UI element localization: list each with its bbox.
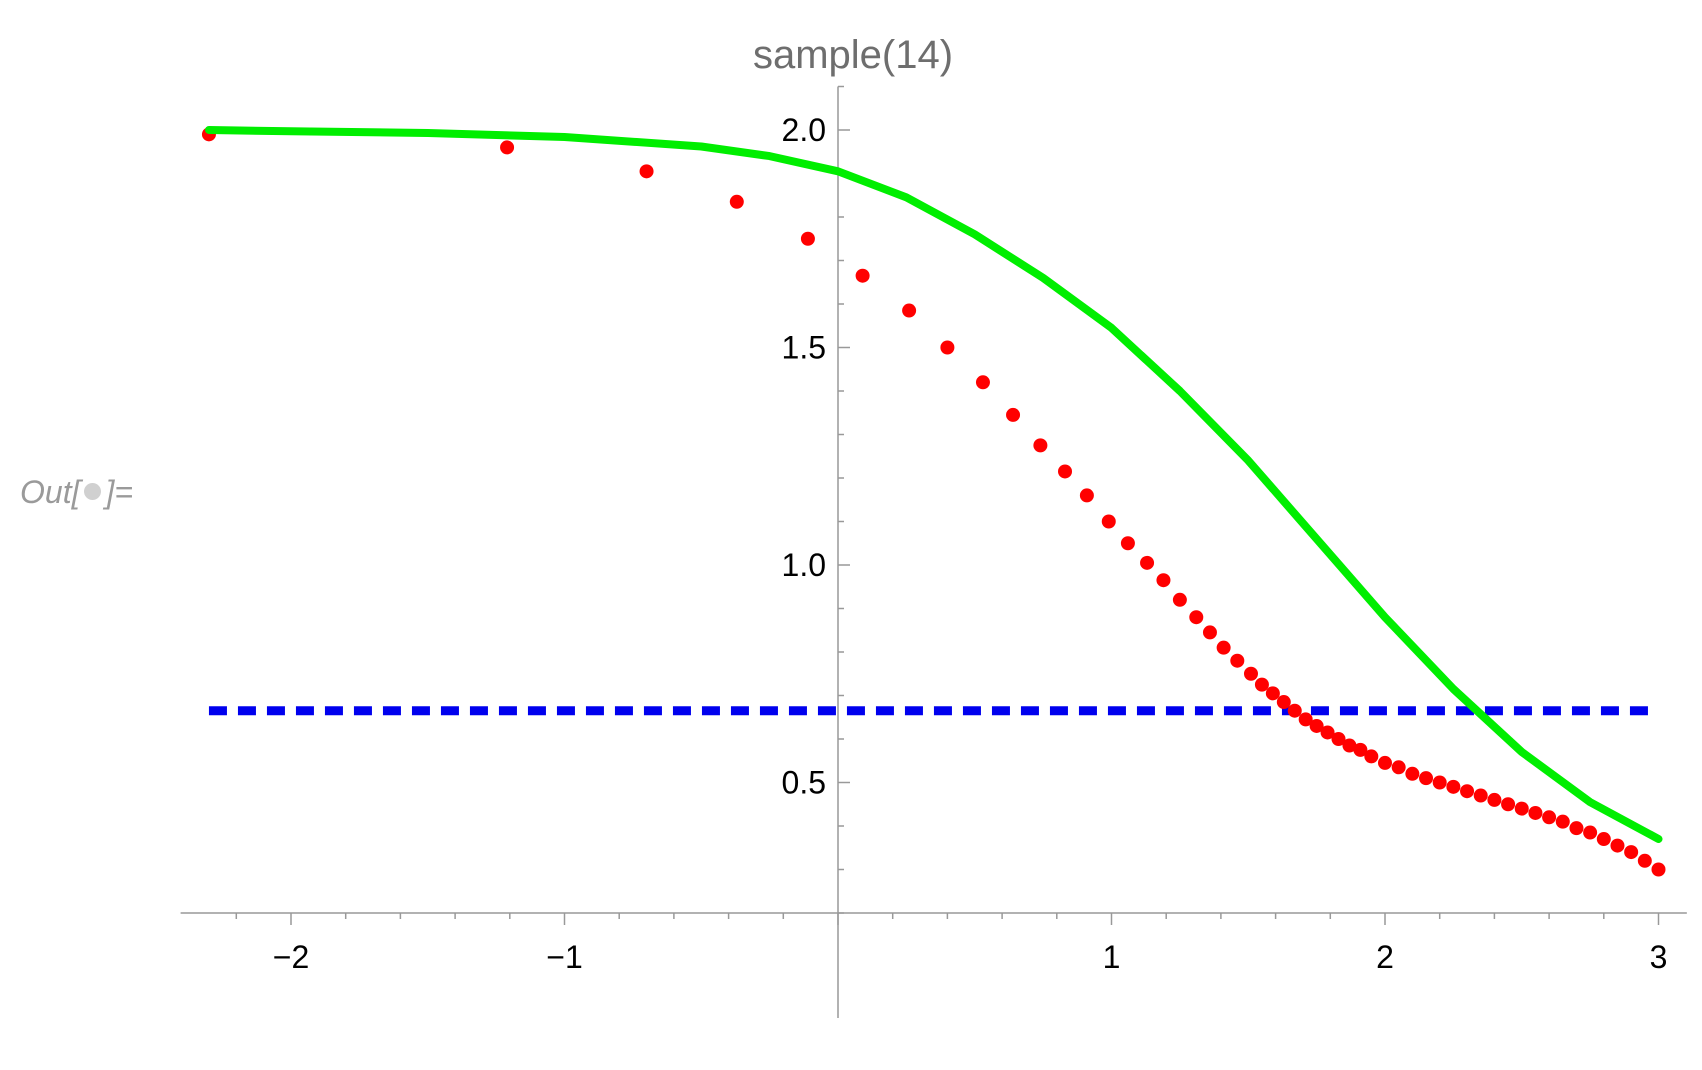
data-point: [1276, 695, 1291, 710]
x-tick-label: 2: [1376, 939, 1394, 975]
data-point: [1432, 775, 1447, 790]
data-point: [1405, 766, 1420, 781]
data-point: [1033, 438, 1048, 453]
x-tick-label: 3: [1650, 939, 1668, 975]
data-point: [1298, 712, 1313, 727]
axes: [180, 85, 1687, 1018]
data-point: [1460, 784, 1475, 799]
data-point: [1331, 732, 1346, 746]
data-point: [1101, 514, 1116, 529]
data-point: [1230, 653, 1245, 668]
data-point: [1320, 725, 1335, 740]
data-point: [1528, 805, 1543, 820]
data-point: [800, 231, 815, 246]
data-point: [1120, 536, 1135, 551]
data-point: [1006, 407, 1021, 422]
x-tick-label: −2: [273, 939, 309, 975]
data-point: [1189, 610, 1204, 625]
data-point: [1555, 814, 1570, 829]
data-point: [1079, 488, 1094, 503]
data-point: [1216, 640, 1231, 655]
data-point: [1265, 686, 1280, 701]
data-point: [1419, 771, 1434, 786]
data-point: [1287, 703, 1302, 718]
data-point: [975, 375, 990, 390]
data-point: [1637, 853, 1652, 868]
data-point: [500, 140, 515, 155]
output-label-prefix: Out[: [20, 474, 81, 510]
data-point: [1058, 464, 1073, 479]
data-point: [1583, 825, 1598, 840]
data-point: [940, 340, 955, 355]
x-tick-label: 1: [1103, 939, 1121, 975]
data-point: [1202, 625, 1217, 640]
series-layer: [201, 126, 1666, 877]
data-point: [1156, 573, 1171, 588]
data-point: [1651, 862, 1666, 877]
data-point: [1569, 821, 1584, 836]
data-point: [1353, 742, 1368, 757]
data-point: [639, 164, 654, 179]
y-tick-label: 1.5: [782, 330, 826, 366]
data-point: [1309, 718, 1324, 733]
y-tick-label: 2.0: [782, 112, 826, 148]
data-point: [1342, 738, 1357, 753]
data-point: [1487, 792, 1502, 807]
data-point: [855, 268, 870, 283]
cell-status-dot-icon: [84, 483, 102, 501]
data-point: [1610, 838, 1625, 853]
data-point: [1364, 749, 1379, 764]
chart-title: sample(14): [753, 33, 953, 77]
data-point: [729, 194, 744, 209]
output-label-suffix: ]=: [105, 474, 134, 510]
data-point: [1254, 677, 1269, 692]
curve-line: [205, 126, 1663, 843]
data-point: [1473, 788, 1488, 803]
data-point: [1391, 760, 1406, 775]
tick-labels: −2 −1 1 2 3 0.5 1.0 1.5 2.0: [273, 112, 1668, 975]
output-cell-label: Out[ ]=: [20, 474, 133, 511]
data-point: [1140, 555, 1155, 570]
data-point: [1446, 779, 1461, 794]
data-point: [1624, 845, 1639, 860]
y-tick-label: 1.0: [782, 547, 826, 583]
data-point: [1501, 797, 1516, 812]
data-point: [1378, 755, 1392, 770]
x-tick-label: −1: [546, 939, 582, 975]
data-point: [1596, 832, 1611, 847]
data-point: [1542, 810, 1557, 825]
data-point: [1172, 592, 1187, 607]
data-point: [1243, 666, 1258, 681]
data-point: [1514, 801, 1529, 816]
y-tick-label: 0.5: [782, 765, 826, 801]
data-point: [902, 303, 917, 318]
